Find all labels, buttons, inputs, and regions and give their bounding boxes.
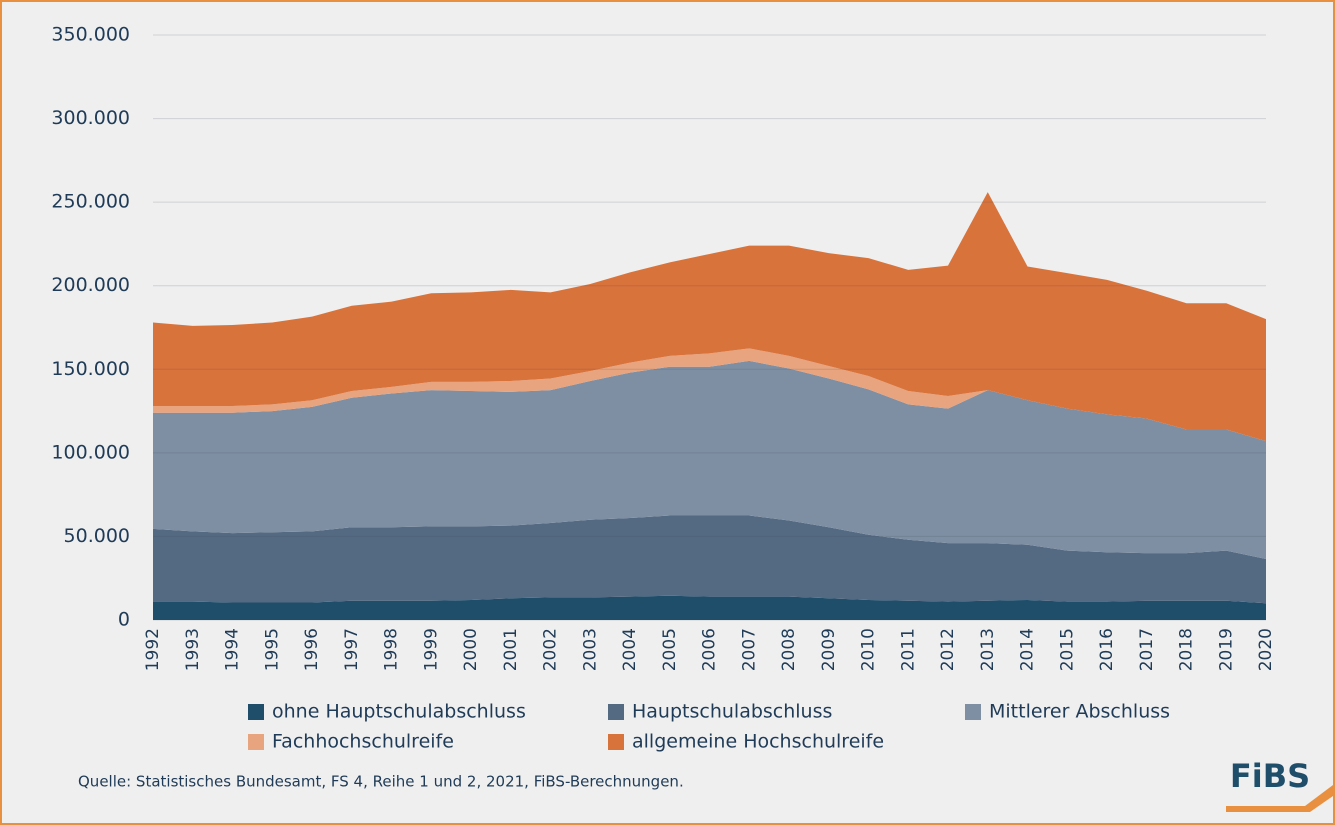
x-tick-label: 1996 [302,628,322,671]
x-tick-label: 2019 [1216,628,1236,671]
logo-swoosh [1226,785,1333,812]
legend-label: Hauptschulabschluss [632,701,832,723]
y-tick-label: 350.000 [51,24,130,46]
legend-swatch [608,704,624,720]
y-tick-label: 50.000 [64,525,130,547]
x-tick-label: 1994 [223,628,243,671]
legend-label: allgemeine Hochschulreife [632,731,884,753]
y-tick-label: 200.000 [51,274,130,296]
x-tick-label: 2001 [501,628,521,671]
area [153,192,1266,442]
x-tick-label: 1997 [342,628,362,671]
legend-label: ohne Hauptschulabschluss [272,701,526,723]
x-tick-label: 2004 [620,628,640,671]
legend-swatch [248,734,264,750]
x-tick-label: 1995 [262,628,282,671]
x-tick-label: 2006 [700,628,720,671]
y-tick-label: 0 [118,609,130,631]
x-tick-label: 2016 [1097,628,1117,671]
x-tick-label: 2012 [938,628,958,671]
y-tick-label: 100.000 [51,441,130,463]
x-tick-label: 2008 [779,628,799,671]
x-tick-label: 1999 [421,628,441,671]
x-tick-label: 2003 [580,628,600,671]
source: Quelle: Statistisches Bundesamt, FS 4, R… [78,773,684,791]
legend-swatch [248,704,264,720]
x-tick-label: 2013 [978,628,998,671]
x-tick-label: 2018 [1177,628,1197,671]
x-tick-label: 2017 [1137,628,1157,671]
logo: FiBS [1230,757,1310,795]
y-tick-label: 150.000 [51,358,130,380]
area [153,515,1266,604]
legend-swatch [608,734,624,750]
x-tick-label: 2002 [541,628,561,671]
x-tick-label: 1992 [143,628,163,671]
x-tick-label: 1998 [382,628,402,671]
x-tick-label: 2010 [859,628,879,671]
area [153,595,1266,620]
legend-label: Fachhochschulreife [272,731,454,753]
y-tick-label: 250.000 [51,191,130,213]
legend-label: Mittlerer Abschluss [989,701,1170,723]
x-tick-label: 2015 [1057,628,1077,671]
x-tick-label: 2020 [1256,628,1276,671]
legend-swatch [965,704,981,720]
x-tick-label: 2011 [898,628,918,671]
area [153,348,1266,442]
x-tick-label: 2014 [1018,628,1038,671]
x-tick-label: 1993 [183,628,203,671]
area [153,360,1266,559]
x-tick-label: 2000 [461,628,481,671]
y-tick-label: 300.000 [51,107,130,129]
x-tick-label: 2007 [739,628,759,671]
x-tick-label: 2005 [660,628,680,671]
x-tick-label: 2009 [819,628,839,671]
